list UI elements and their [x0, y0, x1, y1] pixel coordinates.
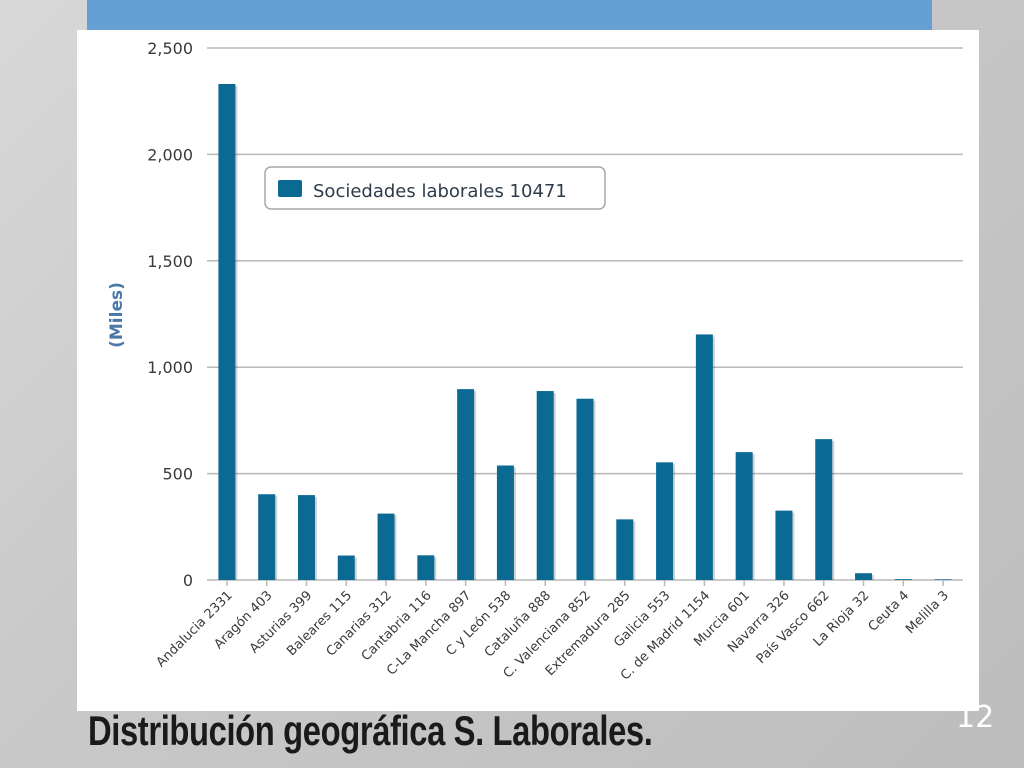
bar: [775, 510, 793, 580]
legend-box: [264, 166, 606, 210]
y-tick-label: 2,500: [147, 39, 193, 58]
bar: [297, 495, 315, 580]
y-tick-label: 1,500: [147, 252, 193, 271]
x-tick-label: Melilla 3: [903, 588, 952, 637]
x-tick-label: País Vasco 662: [754, 588, 833, 667]
bar: [218, 83, 236, 580]
legend-swatch: [278, 180, 302, 197]
bar: [735, 452, 753, 580]
x-tick-label: Cantabria 116: [359, 588, 435, 664]
chart-panel: 0 500 1,000 1,500 2,000 2,500 Andalucia 2331 A…: [77, 30, 979, 711]
bar: [695, 334, 713, 580]
bar: [258, 494, 276, 580]
legend-entry: Sociedades laborales 10471: [313, 181, 567, 202]
y-tick-label: 0: [183, 571, 193, 590]
bar: [576, 398, 594, 580]
y-axis-ticks: 0 500 1,000 1,500 2,000 2,500: [147, 39, 193, 590]
bars: [218, 83, 952, 580]
bar-chart: 0 500 1,000 1,500 2,000 2,500 Andalucia 2331A…: [107, 39, 963, 683]
y-tick-label: 500: [162, 465, 193, 484]
bar: [934, 579, 952, 580]
y-tick-label: 2,000: [147, 145, 193, 164]
bar: [457, 389, 475, 580]
y-tick-label: 1,000: [147, 358, 193, 377]
bar: [815, 439, 833, 580]
gridlines: [207, 47, 963, 581]
bar: [377, 513, 395, 580]
top-accent-bar: [87, 0, 932, 30]
bar: [417, 555, 435, 580]
legend: Sociedades laborales 10471: [264, 166, 606, 210]
bar: [894, 579, 912, 580]
bar: [855, 573, 873, 580]
bar: [536, 391, 554, 580]
bar: [656, 462, 674, 580]
bar: [616, 519, 634, 580]
bar: [496, 465, 514, 580]
slide-number: 12: [956, 700, 995, 735]
y-axis-label: (Miles): [107, 282, 127, 348]
bar: [337, 555, 355, 580]
slide-title: Distribución geográfica S. Laborales.: [88, 707, 653, 754]
